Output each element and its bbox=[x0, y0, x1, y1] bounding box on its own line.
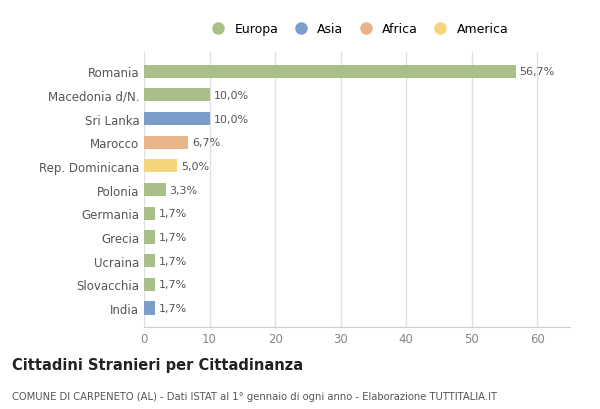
Text: 5,0%: 5,0% bbox=[181, 162, 209, 171]
Bar bbox=[144, 278, 155, 291]
Bar bbox=[144, 160, 177, 173]
Legend: Europa, Asia, Africa, America: Europa, Asia, Africa, America bbox=[200, 18, 514, 41]
Text: 10,0%: 10,0% bbox=[214, 91, 248, 101]
Bar bbox=[144, 65, 515, 79]
Bar bbox=[144, 89, 209, 102]
Bar bbox=[144, 231, 155, 244]
Text: 1,7%: 1,7% bbox=[159, 232, 187, 243]
Bar bbox=[144, 137, 188, 149]
Bar bbox=[144, 113, 209, 126]
Text: 1,7%: 1,7% bbox=[159, 280, 187, 290]
Text: COMUNE DI CARPENETO (AL) - Dati ISTAT al 1° gennaio di ogni anno - Elaborazione : COMUNE DI CARPENETO (AL) - Dati ISTAT al… bbox=[12, 391, 497, 401]
Text: 10,0%: 10,0% bbox=[214, 115, 248, 124]
Bar bbox=[144, 254, 155, 267]
Bar bbox=[144, 184, 166, 197]
Text: Cittadini Stranieri per Cittadinanza: Cittadini Stranieri per Cittadinanza bbox=[12, 357, 303, 372]
Text: 1,7%: 1,7% bbox=[159, 256, 187, 266]
Text: 1,7%: 1,7% bbox=[159, 209, 187, 219]
Bar bbox=[144, 207, 155, 220]
Text: 3,3%: 3,3% bbox=[170, 185, 197, 195]
Text: 1,7%: 1,7% bbox=[159, 303, 187, 313]
Bar bbox=[144, 302, 155, 315]
Text: 56,7%: 56,7% bbox=[520, 67, 555, 77]
Text: 6,7%: 6,7% bbox=[192, 138, 220, 148]
